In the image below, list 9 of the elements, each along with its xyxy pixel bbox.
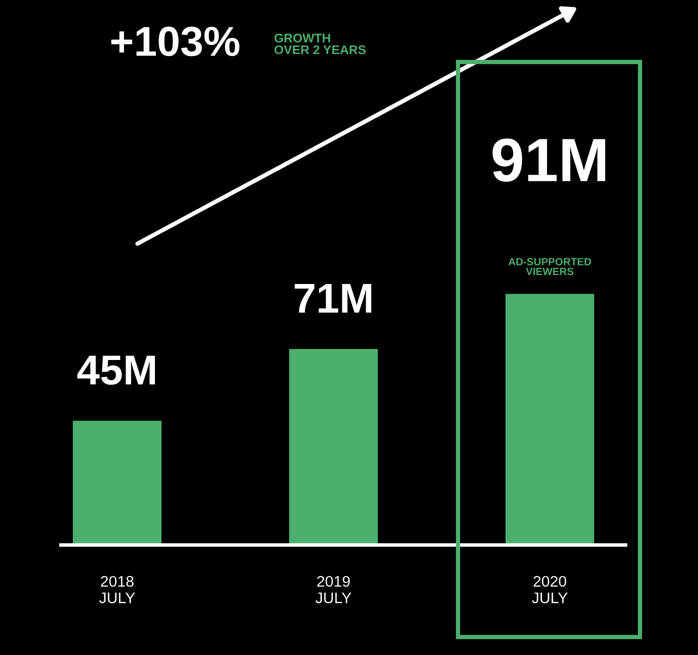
data-label: 91M	[492, 138, 606, 182]
text: GROWTH OVER 2 YEARS	[274, 34, 366, 54]
x-tick-label: 2020 JULY	[532, 576, 568, 604]
annotation: AD-SUPPORTED VIEWERS	[508, 258, 592, 276]
text: +103%	[111, 26, 240, 56]
x-tick-label: 2018 JULY	[99, 576, 135, 604]
x-tick-label: 2019 JULY	[316, 576, 352, 604]
data-label: 45M	[77, 356, 155, 385]
data-label: 71M	[294, 284, 372, 313]
